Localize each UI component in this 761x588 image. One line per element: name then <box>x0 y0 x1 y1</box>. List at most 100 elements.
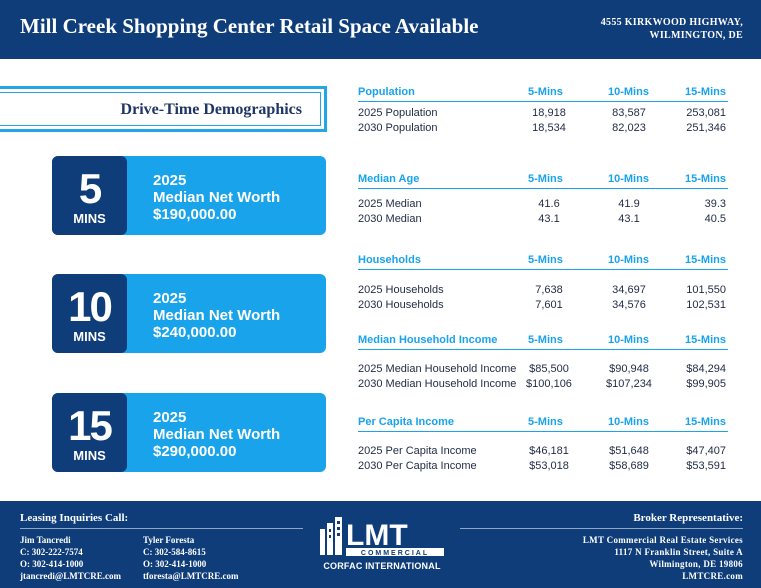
card-text: 2025 Median Net Worth $190,000.00 <box>153 172 280 223</box>
footer-divider-right <box>460 528 743 529</box>
per-capita-income-table: Per Capita Income 5-Mins 10-Mins 15-Mins… <box>358 413 728 475</box>
cell: $46,181 <box>529 445 569 457</box>
logo-tagline: COMMERCIAL <box>361 550 429 557</box>
col-header: 15-Mins <box>685 334 726 346</box>
cell: 82,023 <box>612 122 646 134</box>
row-label: 2030 Median <box>358 213 422 225</box>
card-value: $190,000.00 <box>153 206 237 223</box>
footer-divider-left <box>20 528 303 529</box>
contact-cell: C: 302-584-8615 <box>143 547 206 557</box>
card-value: $290,000.00 <box>153 443 237 460</box>
cell: $47,407 <box>686 445 726 457</box>
col-header: 10-Mins <box>608 416 649 428</box>
col-header: 5-Mins <box>528 254 563 266</box>
table-row: 2025 Population 18,918 83,587 253,081 <box>358 107 728 122</box>
lmt-logo: LMT COMMERCIAL CORFAC INTERNATIONAL <box>318 515 446 575</box>
drive-time-heading: Drive-Time Demographics <box>120 101 302 118</box>
drive-time-badge: 15 MINS <box>52 393 127 472</box>
page-title: Mill Creek Shopping Center Retail Space … <box>20 14 479 38</box>
col-header: 15-Mins <box>685 254 726 266</box>
cell: $99,905 <box>686 378 726 390</box>
card-label: Median Net Worth <box>153 189 281 206</box>
cell: $90,948 <box>609 363 649 375</box>
contact-email[interactable]: jtancredi@LMTCRE.com <box>20 571 121 581</box>
card-text: 2025 Median Net Worth $240,000.00 <box>153 290 280 341</box>
broker-website[interactable]: LMTCRE.com <box>682 571 743 581</box>
card-year: 2025 <box>153 290 187 307</box>
cell: 40.5 <box>704 213 726 225</box>
col-header: 10-Mins <box>608 254 649 266</box>
section-title: Population <box>358 86 415 98</box>
badge-number: 10 <box>68 283 113 330</box>
row-label: 2025 Population <box>358 107 438 119</box>
col-header: 10-Mins <box>608 86 649 98</box>
cell: 253,081 <box>686 107 726 119</box>
row-label: 2025 Per Capita Income <box>358 445 477 457</box>
lmt-logo-mark: LMT COMMERCIAL <box>320 517 444 557</box>
address-line-1: 4555 KIRKWOOD HIGHWAY, <box>600 17 743 28</box>
cell: 7,638 <box>535 284 563 296</box>
badge-unit: MINS <box>73 211 106 226</box>
net-worth-card-15: 15 MINS 2025 Median Net Worth $290,000.0… <box>52 393 326 472</box>
median-household-income-table: Median Household Income 5-Mins 10-Mins 1… <box>358 331 728 393</box>
col-header: 15-Mins <box>685 173 726 185</box>
row-label: 2030 Median Household Income <box>358 378 517 390</box>
section-title: Median Age <box>358 173 420 185</box>
section-header: Per Capita Income 5-Mins 10-Mins 15-Mins <box>358 413 728 432</box>
broker-company: LMT Commercial Real Estate Services <box>582 535 743 545</box>
cell: 102,531 <box>686 299 726 311</box>
heading-inner-border <box>0 92 321 126</box>
cell: $85,500 <box>529 363 569 375</box>
broker-street: 1117 N Franklin Street, Suite A <box>614 547 743 557</box>
cell: 251,346 <box>686 122 726 134</box>
cell: 41.9 <box>618 198 640 210</box>
row-label: 2030 Households <box>358 299 444 311</box>
col-header: 15-Mins <box>685 86 726 98</box>
net-worth-card-10: 10 MINS 2025 Median Net Worth $240,000.0… <box>52 274 326 353</box>
cell: $58,689 <box>609 460 649 472</box>
section-title: Per Capita Income <box>358 416 454 428</box>
card-value: $240,000.00 <box>153 324 237 341</box>
col-header: 5-Mins <box>528 334 563 346</box>
table-row: 2030 Median 43.1 43.1 40.5 <box>358 213 728 228</box>
section-header: Median Age 5-Mins 10-Mins 15-Mins <box>358 170 728 189</box>
col-header: 10-Mins <box>608 334 649 346</box>
page-header: Mill Creek Shopping Center Retail Space … <box>0 0 761 59</box>
row-label: 2025 Median Household Income <box>358 363 517 375</box>
cell: 34,697 <box>612 284 646 296</box>
col-header: 10-Mins <box>608 173 649 185</box>
drive-time-badge: 10 MINS <box>52 274 127 353</box>
cell: 41.6 <box>538 198 560 210</box>
address-line-2: WILMINGTON, DE <box>649 30 743 41</box>
cell: 34,576 <box>612 299 646 311</box>
section-title: Households <box>358 254 421 266</box>
badge-unit: MINS <box>73 448 106 463</box>
table-row: 2025 Per Capita Income $46,181 $51,648 $… <box>358 445 728 460</box>
broker-heading: Broker Representative: <box>633 512 743 524</box>
card-text: 2025 Median Net Worth $290,000.00 <box>153 409 280 460</box>
badge-unit: MINS <box>73 329 106 344</box>
col-header: 5-Mins <box>528 416 563 428</box>
cell: $107,234 <box>606 378 652 390</box>
contact-cell: C: 302-222-7574 <box>20 547 83 557</box>
logo-wordmark: LMT <box>346 519 408 552</box>
col-header: 5-Mins <box>528 173 563 185</box>
median-age-table: Median Age 5-Mins 10-Mins 15-Mins 2025 M… <box>358 170 728 228</box>
contact-block-tancredi: Jim Tancredi C: 302-222-7574 O: 302-414-… <box>20 534 121 582</box>
card-year: 2025 <box>153 409 187 426</box>
cell: 7,601 <box>535 299 563 311</box>
table-row: 2030 Population 18,534 82,023 251,346 <box>358 122 728 137</box>
contact-name: Tyler Foresta <box>143 535 195 545</box>
broker-city: Wilmington, DE 19806 <box>649 559 743 569</box>
contact-office: O: 302-414-1000 <box>143 559 207 569</box>
contact-email[interactable]: tforesta@LMTCRE.com <box>143 571 239 581</box>
cell: 43.1 <box>618 213 640 225</box>
contact-block-foresta: Tyler Foresta C: 302-584-8615 O: 302-414… <box>143 534 238 582</box>
cell: $53,018 <box>529 460 569 472</box>
cell: 18,534 <box>532 122 566 134</box>
section-title: Median Household Income <box>358 334 498 346</box>
page-footer: Leasing Inquiries Call: Jim Tancredi C: … <box>0 501 761 588</box>
table-row: 2030 Median Household Income $100,106 $1… <box>358 378 728 393</box>
cell: 101,550 <box>686 284 726 296</box>
net-worth-card-5: 5 MINS 2025 Median Net Worth $190,000.00 <box>52 156 326 235</box>
